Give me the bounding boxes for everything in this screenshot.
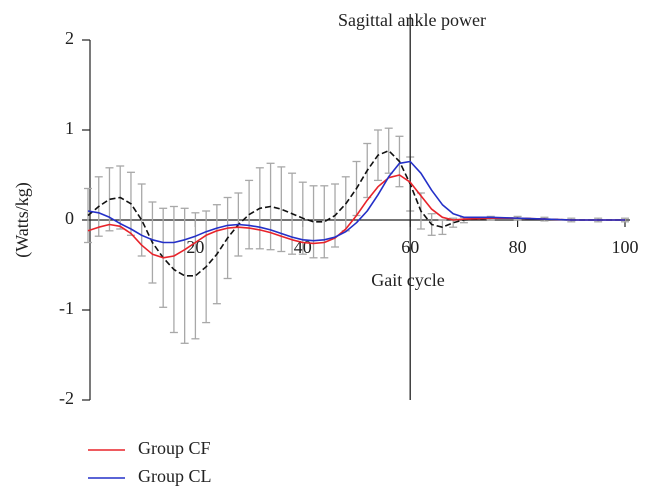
error-bar bbox=[137, 183, 146, 257]
x-tick-label: 100 bbox=[612, 237, 639, 257]
legend-label: Group CL bbox=[138, 466, 212, 486]
error-bar bbox=[320, 185, 329, 259]
series-line bbox=[87, 174, 625, 259]
y-tick-label: -2 bbox=[59, 388, 74, 408]
y-tick-label: 1 bbox=[65, 118, 74, 138]
chart-title: Sagittal ankle power bbox=[338, 10, 486, 30]
x-axis-label: Gait cycle bbox=[371, 270, 444, 290]
y-tick-label: -1 bbox=[59, 298, 74, 318]
error-bar bbox=[277, 166, 286, 253]
y-tick-label: 2 bbox=[65, 28, 74, 48]
y-axis-label: (Watts/kg) bbox=[12, 182, 33, 258]
error-bar bbox=[309, 185, 318, 259]
error-bar bbox=[191, 212, 200, 340]
x-tick-label: 80 bbox=[509, 237, 527, 257]
y-tick-label: 0 bbox=[65, 208, 74, 228]
error-bar bbox=[105, 167, 114, 232]
series-line bbox=[87, 149, 625, 277]
error-bar bbox=[384, 127, 393, 174]
legend-label: Group CF bbox=[138, 438, 211, 458]
error-bar bbox=[180, 207, 189, 344]
series-line bbox=[87, 160, 625, 244]
